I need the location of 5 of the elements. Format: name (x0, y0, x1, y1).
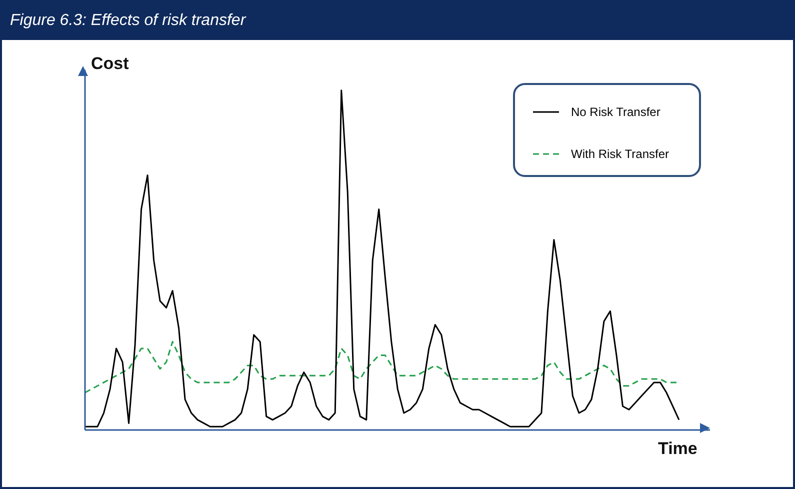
chart-title: Figure 6.3: Effects of risk transfer (2, 2, 793, 40)
legend-label: With Risk Transfer (571, 147, 670, 161)
y-axis-title: Cost (91, 54, 129, 74)
x-axis-title: Time (658, 439, 698, 459)
legend-label: No Risk Transfer (571, 105, 660, 119)
